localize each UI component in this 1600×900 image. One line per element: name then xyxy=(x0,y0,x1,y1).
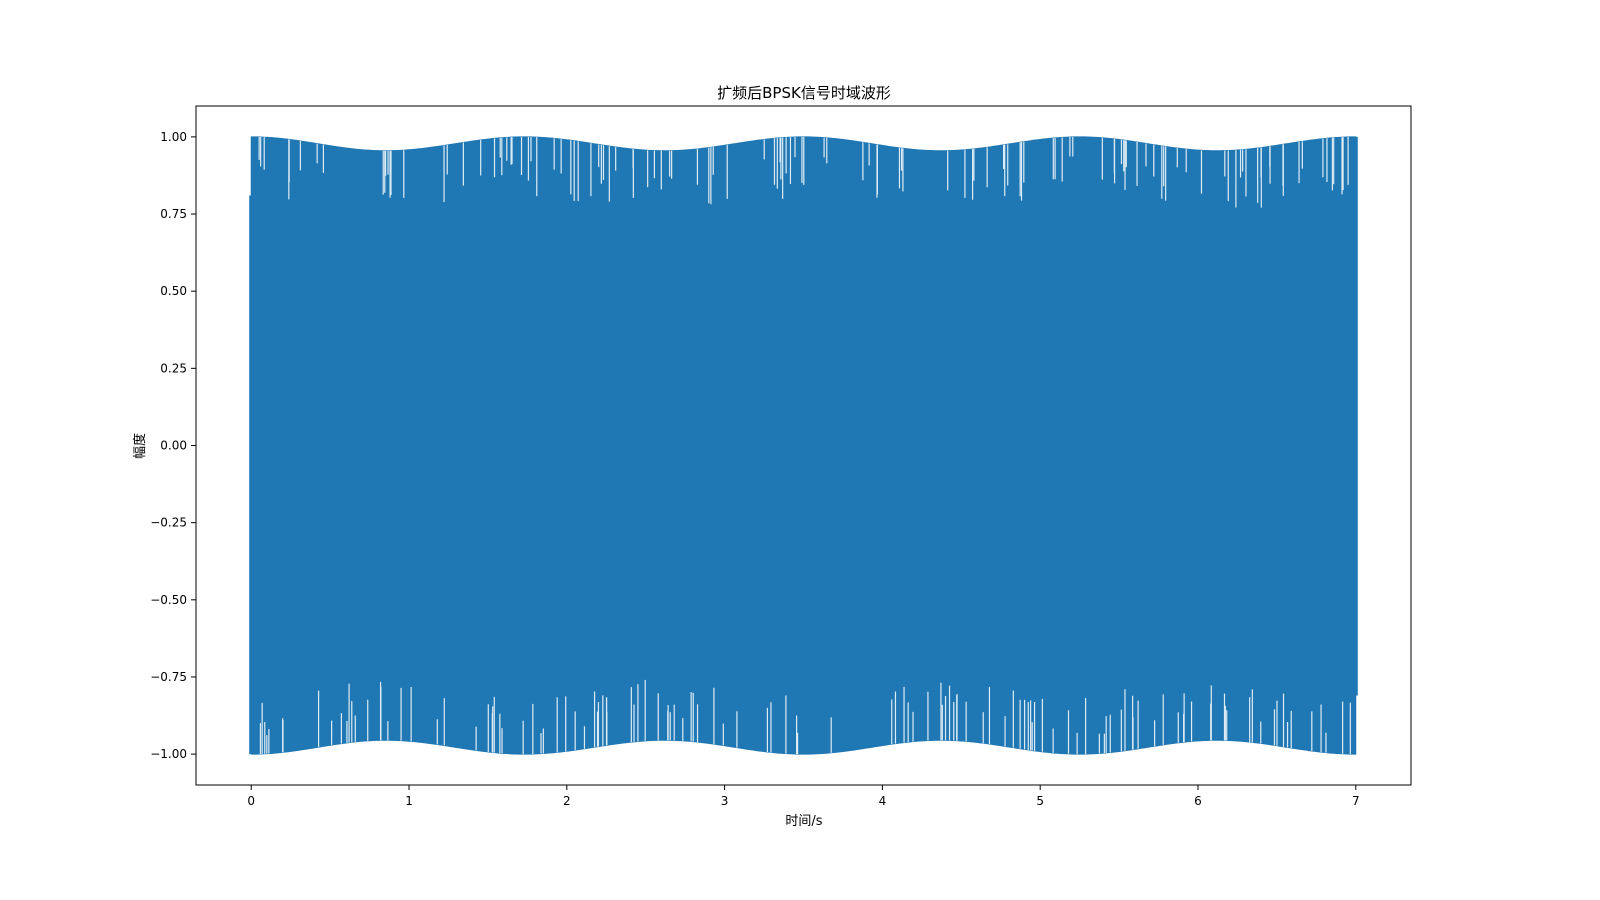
x-axis: 0 1 2 3 4 5 6 7 xyxy=(247,785,1360,808)
plot-area xyxy=(249,136,1358,755)
signal-spikes-0 xyxy=(258,136,1351,755)
y-tick-label: −0.50 xyxy=(150,593,187,607)
x-tick-label: 0 xyxy=(247,794,255,808)
x-axis-label: 时间/s xyxy=(785,814,822,829)
y-tick-label: 0.50 xyxy=(160,284,187,298)
y-tick-label: −0.25 xyxy=(150,516,187,530)
signal-start-edge xyxy=(249,195,254,755)
y-tick-label: 0.00 xyxy=(160,439,187,453)
y-axis: 1.00 0.75 0.50 0.25 0.00 −0.25 −0.50 −0.75 −1.00 xyxy=(150,130,196,761)
y-tick-label: 1.00 xyxy=(160,130,187,144)
x-tick-label: 5 xyxy=(1036,794,1044,808)
x-tick-label: 2 xyxy=(563,794,571,808)
y-tick-label: −1.00 xyxy=(150,747,187,761)
x-tick-label: 6 xyxy=(1194,794,1202,808)
x-tick-label: 4 xyxy=(879,794,887,808)
x-tick-label: 1 xyxy=(405,794,413,808)
y-tick-label: 0.75 xyxy=(160,207,187,221)
y-axis-label: 幅度 xyxy=(132,433,148,459)
x-tick-label: 3 xyxy=(721,794,729,808)
y-tick-label: 0.25 xyxy=(160,361,187,375)
signal-end-edge xyxy=(1353,136,1358,696)
y-tick-label: −0.75 xyxy=(150,670,187,684)
chart-title: 扩频后BPSK信号时域波形 xyxy=(717,84,891,102)
signal-series-0 xyxy=(250,136,1357,755)
x-tick-label: 7 xyxy=(1352,794,1360,808)
